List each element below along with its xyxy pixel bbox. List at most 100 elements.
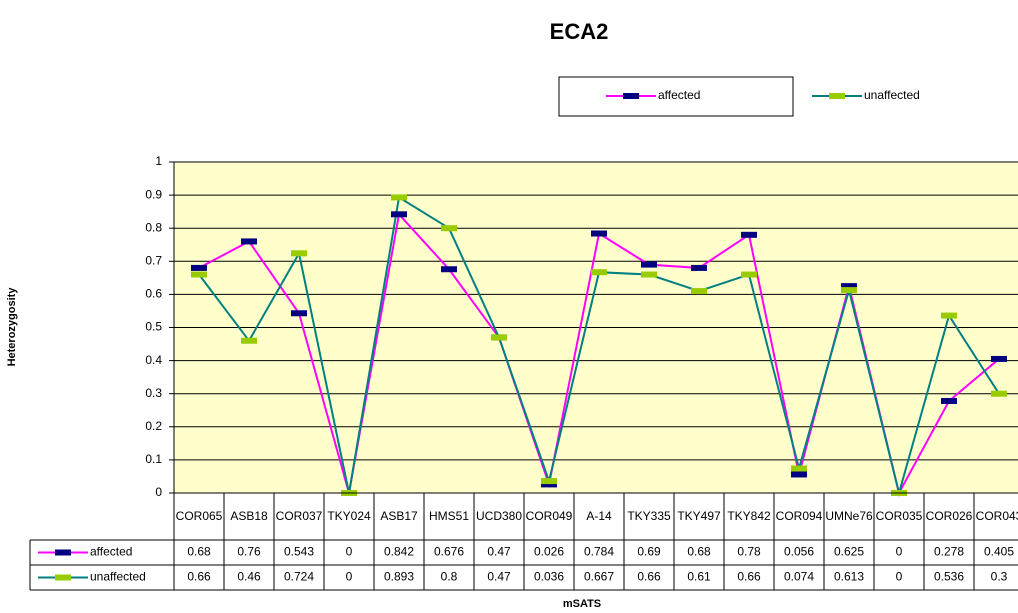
table-value: 0.536 <box>934 570 964 584</box>
marker <box>441 225 457 232</box>
marker <box>641 271 657 278</box>
table-value: 0 <box>896 545 903 559</box>
legend-label: affected <box>658 88 700 102</box>
x-tick-label-box: COR037 <box>275 508 323 523</box>
x-tick-label-box: TKY842 <box>727 508 771 523</box>
y-tick-label: 1 <box>155 154 162 168</box>
table-value: 0.68 <box>687 545 711 559</box>
table-value: 0.68 <box>187 545 211 559</box>
x-tick-label: COR026 <box>925 508 973 523</box>
x-tick-label: COR065 <box>175 508 223 523</box>
table-value: 0.667 <box>584 570 614 584</box>
y-tick-label: 0.1 <box>145 452 162 466</box>
x-axis-label: mSATS <box>563 598 601 610</box>
table-value: 0.8 <box>441 570 458 584</box>
legend-box <box>558 76 794 117</box>
x-tick-label-box: COR065 <box>175 508 223 523</box>
marker <box>441 266 457 273</box>
table-value: 0.405 <box>984 545 1014 559</box>
y-axis-label: Heterozygosity <box>6 287 18 367</box>
table-value: 0.056 <box>784 545 814 559</box>
x-tick-label: HMS51 <box>428 508 469 523</box>
marker <box>591 269 607 276</box>
x-tick-label: COR043 <box>975 508 1018 523</box>
table-value: 0.66 <box>187 570 211 584</box>
x-tick-label: ASB17 <box>380 508 418 523</box>
x-tick-label-box: TKY024 <box>327 508 371 523</box>
legend-label: unaffected <box>864 88 920 102</box>
x-tick-label-box: UCD380 <box>475 508 523 523</box>
x-tick-label-box: COR043 <box>975 508 1018 523</box>
table-value: 0.543 <box>284 545 314 559</box>
table-value: 0 <box>896 570 903 584</box>
x-tick-label: TKY024 <box>327 508 371 523</box>
x-tick-label-box: A-14 <box>586 508 612 523</box>
marker <box>391 211 407 218</box>
marker <box>741 271 757 278</box>
marker <box>741 231 757 238</box>
table-value: 0.3 <box>991 570 1008 584</box>
table-value: 0 <box>346 545 353 559</box>
table-value: 0.613 <box>834 570 864 584</box>
marker <box>191 264 207 271</box>
table-legend-marker <box>55 549 71 556</box>
marker <box>391 194 407 201</box>
marker <box>841 287 857 294</box>
x-tick-label: TKY335 <box>627 508 671 523</box>
table-value: 0.61 <box>687 570 711 584</box>
marker <box>641 261 657 268</box>
x-tick-label: ASB18 <box>230 508 268 523</box>
marker <box>491 334 507 341</box>
table-value: 0.69 <box>637 545 661 559</box>
x-tick-label-box: COR035 <box>876 509 923 523</box>
chart-title: ECA2 <box>550 19 609 44</box>
table-row-label: unaffected <box>90 570 146 584</box>
y-tick-label: 0 <box>155 485 162 499</box>
x-tick-label-box: TKY497 <box>677 509 720 523</box>
table-value: 0.47 <box>487 545 511 559</box>
marker <box>291 250 307 257</box>
marker <box>691 264 707 271</box>
table-value: 0.724 <box>284 570 314 584</box>
table-value: 0.47 <box>487 570 511 584</box>
x-tick-label-box: ASB18 <box>230 508 268 523</box>
y-tick-label: 0.8 <box>145 220 162 234</box>
table-value: 0.036 <box>534 570 564 584</box>
y-tick-label: 0.5 <box>145 320 162 334</box>
table-value: 0.842 <box>384 545 414 559</box>
table-value: 0.074 <box>784 570 814 584</box>
marker <box>591 230 607 237</box>
table-value: 0.625 <box>834 545 864 559</box>
marker <box>541 481 557 488</box>
marker <box>941 312 957 319</box>
x-tick-label: UCD380 <box>475 508 523 523</box>
marker <box>991 390 1007 397</box>
table-value: 0.46 <box>237 570 261 584</box>
table-row-label: affected <box>90 545 132 559</box>
table-value: 0.784 <box>584 545 614 559</box>
table-value: 0.76 <box>237 545 261 559</box>
x-tick-label: A-14 <box>586 508 612 523</box>
x-tick-label-box: COR094 <box>775 508 823 523</box>
legend-marker <box>623 93 639 99</box>
x-tick-label: COR094 <box>775 508 823 523</box>
marker <box>791 471 807 478</box>
marker <box>291 310 307 317</box>
marker <box>241 337 257 344</box>
marker <box>191 271 207 278</box>
x-tick-label-box: TKY335 <box>627 508 671 523</box>
x-tick-label-box: UMNe76 <box>825 509 872 523</box>
x-tick-label: COR037 <box>275 508 323 523</box>
y-tick-label: 0.4 <box>145 353 162 367</box>
x-tick-label: TKY842 <box>727 508 771 523</box>
marker <box>791 465 807 472</box>
y-tick-label: 0.2 <box>145 419 162 433</box>
table-value: 0.026 <box>534 545 564 559</box>
table-legend-marker <box>55 574 71 581</box>
table-value: 0.893 <box>384 570 414 584</box>
marker <box>691 288 707 295</box>
table-value: 0.676 <box>434 545 464 559</box>
y-tick-label: 0.3 <box>145 386 162 400</box>
y-tick-label: 0.6 <box>145 287 162 301</box>
